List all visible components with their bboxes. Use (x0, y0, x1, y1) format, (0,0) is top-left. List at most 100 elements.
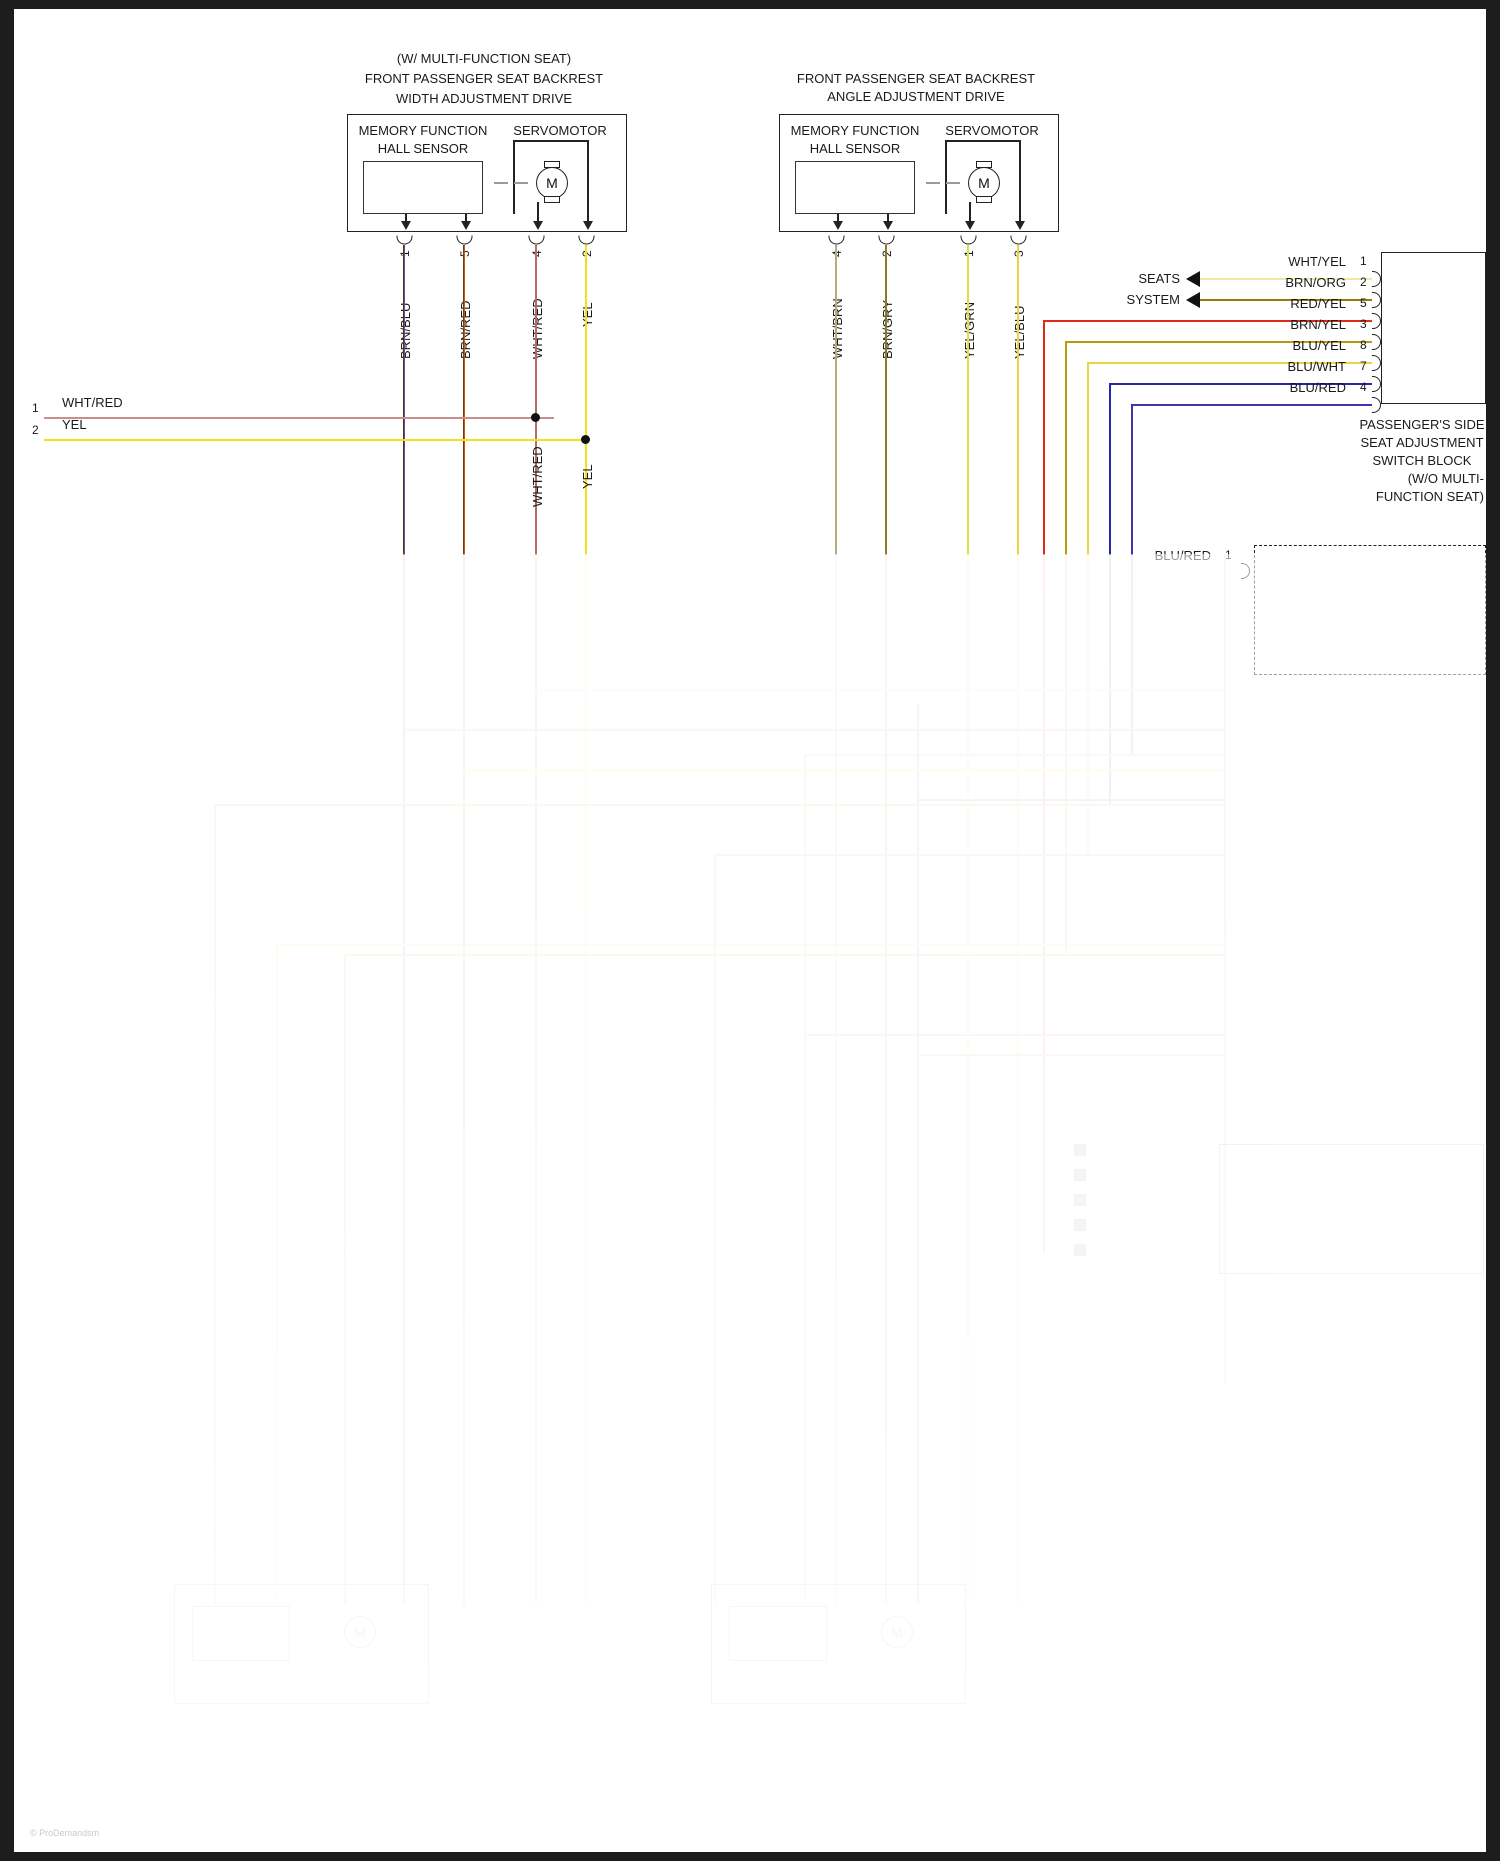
offpage-label-system: SYSTEM (1126, 292, 1180, 307)
left-terminal-num-1: 1 (32, 401, 39, 415)
angle-pin1-stub (969, 202, 972, 226)
mid-vertical-label-wht-red: WHT/RED (530, 446, 545, 507)
wire-yel-blu-vertical (1017, 245, 1020, 555)
switch-wire-blu-red-down (1131, 404, 1134, 555)
switch-block-caption-l2: SEAT ADJUSTMENT (1360, 435, 1484, 450)
switch-block-box (1381, 252, 1486, 404)
width-motor-link-a (494, 182, 508, 184)
width-pin1-arrow (401, 221, 411, 230)
angle-pin3-arrow (1015, 221, 1025, 230)
switch-pin-num-4: 4 (1360, 380, 1367, 394)
switch-pin-wire-brn-org: BRN/ORG (1285, 275, 1346, 290)
switch-pin-num-8: 8 (1360, 338, 1367, 352)
width-pin1-stub (405, 214, 408, 226)
angle-drive-hall-sensor-box (795, 161, 915, 214)
switch-block-caption-l5: FUNCTION SEAT) (1375, 489, 1484, 504)
width-drive-title-line1: (W/ MULTI-FUNCTION SEAT) (396, 51, 572, 66)
width-motor-tab-top (544, 161, 560, 168)
wire-brn-red-stripe (464, 245, 466, 555)
switch-wire-blu-yel-down (1087, 362, 1090, 555)
angle-wire-label-yel-grn: YEL/GRN (962, 301, 977, 359)
left-terminal-label-yel: YEL (62, 417, 87, 432)
mid-vertical-label-yel: YEL (580, 464, 595, 489)
angle-pin3-hook (1010, 235, 1027, 245)
angle-wire-label-wht-brn: WHT/BRN (830, 298, 845, 359)
width-pin4-arrow (533, 221, 543, 230)
switch-wire-blu-wht-down (1109, 383, 1112, 555)
width-drive-servomotor-label: SERVOMOTOR (513, 123, 607, 138)
width-pin5-arrow (461, 221, 471, 230)
frame-top-border (0, 0, 1500, 9)
switch-pin-wire-red-yel: RED/YEL (1290, 296, 1346, 311)
left-wire-yel (44, 439, 589, 442)
switch-hook-5 (1372, 313, 1381, 329)
offpage-arrow-seats (1186, 271, 1200, 287)
width-pin2-stub (587, 202, 590, 226)
wire-brn-gry-vertical (885, 245, 888, 555)
switch-pin-wire-wht-yel: WHT/YEL (1288, 254, 1346, 269)
switch-block-caption-l1: PASSENGER'S SIDE (1359, 417, 1485, 432)
switch-wire-wht-yel (1200, 278, 1372, 281)
switch-block-caption-l3: SWITCH BLOCK (1372, 453, 1472, 468)
angle-motor-link-b (946, 182, 960, 184)
switch-pin-num-2: 2 (1360, 275, 1367, 289)
width-pin5-stub (465, 214, 468, 226)
width-wire-label-wht-red: WHT/RED (530, 298, 545, 359)
switch-wire-brn-yel-down (1065, 341, 1068, 555)
angle-servo-bracket-right (1019, 140, 1022, 214)
switch-hook-3 (1372, 334, 1381, 350)
left-terminal-num-2: 2 (32, 423, 39, 437)
switch-hook-4 (1372, 397, 1381, 413)
angle-servo-bracket-left (945, 140, 948, 214)
angle-pin3-stub (1019, 202, 1022, 226)
angle-pin4-stub (837, 214, 840, 226)
width-motor-tab-bottom (544, 196, 560, 203)
switch-pin-num-1: 1 (1360, 254, 1367, 268)
switch-pin-num-3: 3 (1360, 317, 1367, 331)
angle-pin2-hook (878, 235, 895, 245)
wire-wht-brn-vertical (835, 245, 838, 555)
left-terminal-label-wht-red: WHT/RED (62, 395, 123, 410)
watermark-text: © ProDemandsm (30, 1828, 100, 1838)
switch-pin-wire-blu-yel: BLU/YEL (1292, 338, 1346, 353)
frame-bottom-border (0, 1852, 1500, 1861)
switch-wire-blu-yel (1087, 362, 1372, 365)
angle-motor-tab-bottom (976, 196, 992, 203)
switch-pin-wire-blu-red: BLU/RED (1289, 380, 1346, 395)
width-pin2-hook (578, 235, 595, 245)
angle-drive-motor-symbol: M (968, 167, 1000, 199)
junction-dot-wht-red (531, 413, 540, 422)
width-wire-label-brn-red: BRN/RED (458, 300, 473, 359)
width-drive-title-line3: WIDTH ADJUSTMENT DRIVE (396, 91, 572, 106)
switch-hook-2 (1372, 292, 1381, 308)
switch-pin-num-7: 7 (1360, 359, 1367, 373)
angle-pin4-hook (828, 235, 845, 245)
wire-yel-vertical (585, 245, 588, 555)
width-drive-motor-symbol: M (536, 167, 568, 199)
angle-wire-label-yel-blu: YEL/BLU (1012, 305, 1027, 359)
angle-drive-title-line2: ANGLE ADJUSTMENT DRIVE (827, 89, 1005, 104)
angle-wire-label-brn-gry: BRN/GRY (880, 300, 895, 359)
angle-drive-servomotor-label: SERVOMOTOR (945, 123, 1039, 138)
switch-pin-num-5: 5 (1360, 296, 1367, 310)
width-drive-hall-sensor-box (363, 161, 483, 214)
width-drive-hall-label-l2: HALL SENSOR (377, 141, 469, 156)
angle-pin2-arrow (883, 221, 893, 230)
width-drive-title-line2: FRONT PASSENGER SEAT BACKREST (364, 71, 604, 86)
angle-pin2-stub (887, 214, 890, 226)
width-pin2-arrow (583, 221, 593, 230)
width-wire-label-brn-blu: BRN/BLU (398, 302, 413, 359)
angle-drive-title-line1: FRONT PASSENGER SEAT BACKREST (796, 71, 1036, 86)
angle-motor-tab-top (976, 161, 992, 168)
switch-wire-blu-wht (1109, 383, 1372, 386)
angle-drive-outer-box (779, 114, 1059, 232)
angle-motor-link-a (926, 182, 940, 184)
angle-pin4-arrow (833, 221, 843, 230)
frame-right-border (1486, 0, 1500, 1861)
diagram-sheet: (W/ MULTI-FUNCTION SEAT) FRONT PASSENGER… (14, 9, 1486, 1852)
junction-dot-yel (581, 435, 590, 444)
width-servo-bracket-right (587, 140, 590, 214)
width-wire-label-yel: YEL (580, 302, 595, 327)
angle-pin1-hook (960, 235, 977, 245)
